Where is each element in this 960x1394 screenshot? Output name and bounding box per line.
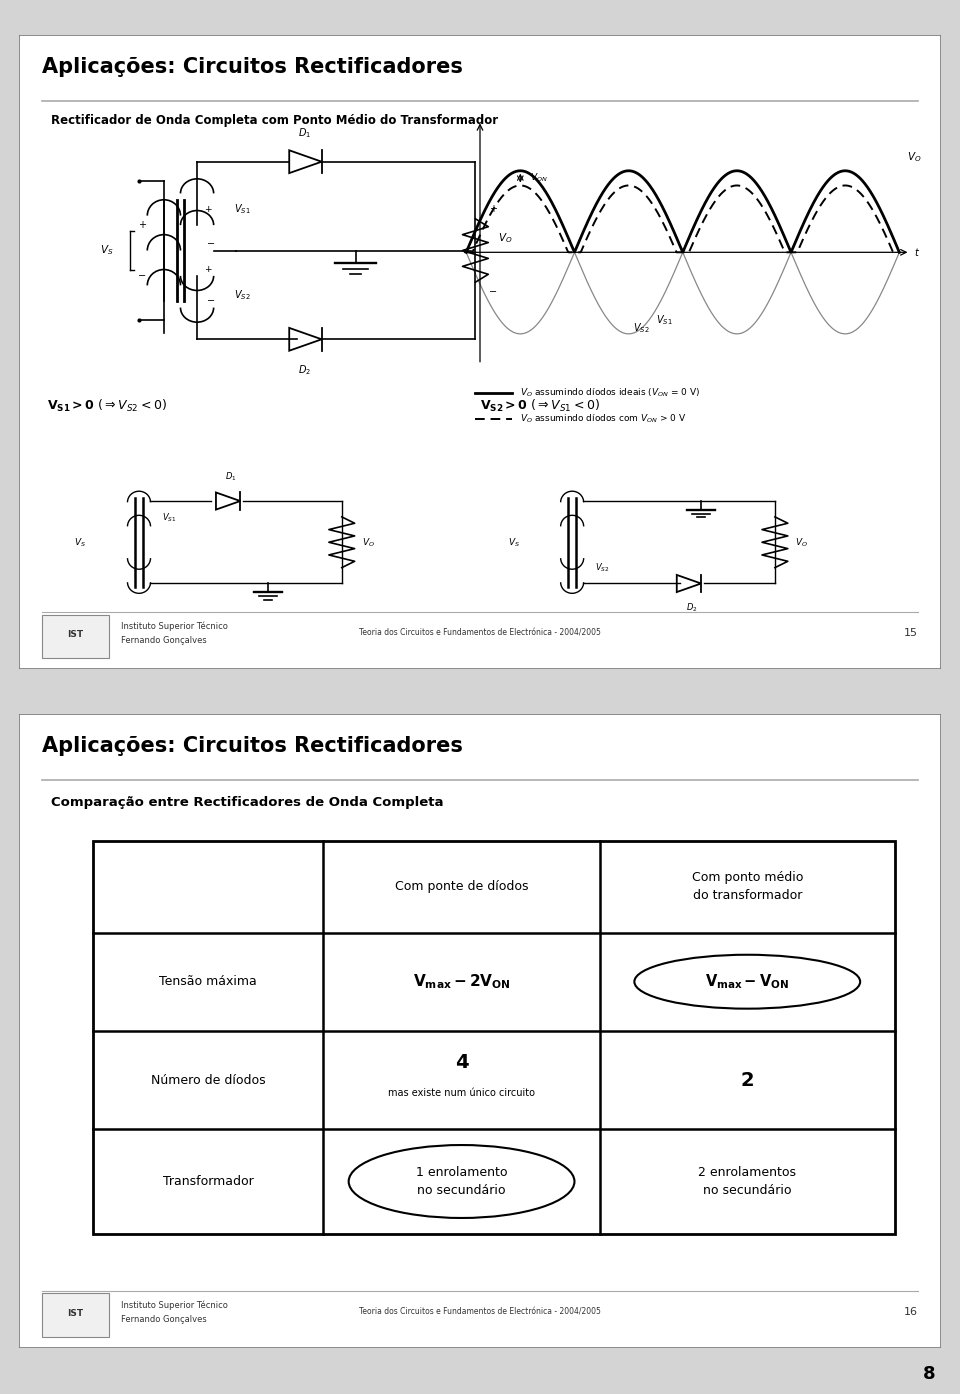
Text: Aplicações: Circuitos Rectificadores: Aplicações: Circuitos Rectificadores [42,736,463,756]
Text: 4: 4 [455,1052,468,1072]
Text: $V_{S2}$: $V_{S2}$ [595,562,610,574]
Text: $V_O$ assumindo díodos com $V_{ON}$ > 0 V: $V_O$ assumindo díodos com $V_{ON}$ > 0 … [519,413,686,425]
Text: Teoria dos Circuitos e Fundamentos de Electrónica - 2004/2005: Teoria dos Circuitos e Fundamentos de El… [359,1308,601,1316]
Text: +: + [138,220,146,230]
Text: +: + [204,205,212,213]
Text: $V_S$: $V_S$ [75,537,86,548]
Text: $\mathbf{V_{max} - V_{ON}}$: $\mathbf{V_{max} - V_{ON}}$ [706,973,789,991]
Text: 8: 8 [924,1365,936,1383]
Text: +: + [490,205,497,215]
Text: $V_O$ assumindo díodos ideais ($V_{ON}$ = 0 V): $V_O$ assumindo díodos ideais ($V_{ON}$ … [519,388,700,400]
Text: Fernando Gonçalves: Fernando Gonçalves [121,636,206,645]
FancyBboxPatch shape [19,35,941,669]
Text: IST: IST [67,630,84,640]
Text: $V_{S2}$: $V_{S2}$ [634,322,650,336]
Text: $D_2$: $D_2$ [299,364,311,378]
Text: +: + [204,265,212,275]
Text: Rectificador de Onda Completa com Ponto Médio do Transformador: Rectificador de Onda Completa com Ponto … [52,114,498,127]
Text: 2 enrolamentos
no secundário: 2 enrolamentos no secundário [698,1165,796,1197]
Polygon shape [677,574,701,592]
Text: mas existe num único circuito: mas existe num único circuito [388,1087,535,1097]
Text: 1 enrolamento
no secundário: 1 enrolamento no secundário [416,1165,507,1197]
Text: $\mathbf{V_{S2} > 0}$ $(\Rightarrow V_{S1} < 0)$: $\mathbf{V_{S2} > 0}$ $(\Rightarrow V_{S… [480,397,600,414]
Polygon shape [289,151,322,173]
Text: $D_1$: $D_1$ [226,471,237,484]
Text: Teoria dos Circuitos e Fundamentos de Electrónica - 2004/2005: Teoria dos Circuitos e Fundamentos de El… [359,629,601,637]
Text: Com ponto médio
do transformador: Com ponto médio do transformador [691,871,803,902]
Text: Comparação entre Rectificadores de Onda Completa: Comparação entre Rectificadores de Onda … [52,796,444,809]
Bar [93,841,895,1234]
Text: −: − [206,297,215,307]
FancyBboxPatch shape [42,615,108,658]
Text: $V_O$: $V_O$ [498,231,513,245]
Text: −: − [206,240,215,250]
Text: $V_O$: $V_O$ [795,537,808,548]
Text: $V_{S1}$: $V_{S1}$ [234,202,251,216]
Text: 2: 2 [740,1071,754,1090]
Text: −: − [137,270,146,280]
Text: Fernando Gonçalves: Fernando Gonçalves [121,1315,206,1324]
Text: $\mathbf{V_{S1} > 0}$ $(\Rightarrow V_{S2} < 0)$: $\mathbf{V_{S1} > 0}$ $(\Rightarrow V_{S… [47,397,167,414]
Text: $V_{S2}$: $V_{S2}$ [234,289,251,301]
Text: Aplicações: Circuitos Rectificadores: Aplicações: Circuitos Rectificadores [42,57,463,77]
Text: Tensão máxima: Tensão máxima [159,976,257,988]
Text: $V_S$: $V_S$ [508,537,519,548]
Text: $V_S$: $V_S$ [100,244,113,258]
Text: Número de díodos: Número de díodos [151,1073,266,1086]
Text: $\mathbf{V_{max} - 2V_{ON}}$: $\mathbf{V_{max} - 2V_{ON}}$ [413,973,511,991]
Text: IST: IST [67,1309,84,1319]
Text: $V_{S1}$: $V_{S1}$ [656,314,672,328]
Polygon shape [289,328,322,351]
Text: $V_{ON}$: $V_{ON}$ [530,171,547,184]
Text: Com ponte de díodos: Com ponte de díodos [395,880,528,894]
Text: $t$: $t$ [914,247,921,258]
Text: $V_O$: $V_O$ [906,151,922,164]
Polygon shape [216,492,240,510]
Text: $V_{S1}$: $V_{S1}$ [162,512,177,524]
Text: Instituto Superior Técnico: Instituto Superior Técnico [121,1301,228,1310]
Text: Instituto Superior Técnico: Instituto Superior Técnico [121,622,228,631]
FancyBboxPatch shape [19,714,941,1348]
FancyBboxPatch shape [42,1294,108,1337]
Text: −: − [490,287,497,297]
Text: Transformador: Transformador [163,1175,253,1188]
Text: 15: 15 [903,627,918,638]
Text: $D_2$: $D_2$ [686,601,698,613]
Text: $V_O$: $V_O$ [362,537,375,548]
Text: $D_1$: $D_1$ [299,125,311,139]
Text: 16: 16 [903,1306,918,1317]
